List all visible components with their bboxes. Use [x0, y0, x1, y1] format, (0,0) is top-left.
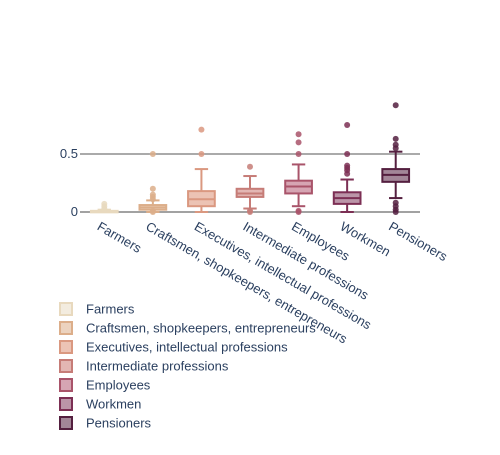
outlier-point — [149, 191, 156, 198]
outlier-point — [295, 131, 302, 138]
outlier-point — [344, 151, 351, 157]
legend[interactable]: Farmers Craftsmen, shopkeepers, entrepren… — [59, 302, 316, 431]
outlier-point — [247, 207, 253, 214]
outlier-point — [247, 163, 253, 170]
box-2[interactable] — [187, 126, 216, 213]
x-tick-label: Farmers — [95, 219, 145, 256]
legend-swatch — [59, 302, 73, 316]
outlier-point — [344, 122, 351, 128]
y-tick-label: 0.5 — [60, 146, 78, 161]
legend-label: Pensioners — [86, 416, 152, 431]
legend-label: Executives, intellectual professions — [86, 340, 288, 355]
outlier-point — [295, 151, 302, 157]
outlier-point — [392, 102, 399, 109]
outlier-point — [101, 200, 108, 207]
legend-item[interactable]: Farmers — [59, 302, 135, 317]
box-0[interactable] — [89, 200, 119, 214]
legend-item[interactable]: Intermediate professions — [59, 359, 229, 374]
legend-item[interactable]: Executives, intellectual professions — [59, 340, 288, 355]
outlier-point — [392, 135, 399, 142]
y-axis-tick-labels: 00.5 — [60, 146, 78, 219]
legend-item[interactable]: Pensioners — [59, 416, 152, 431]
outlier-point — [392, 199, 399, 206]
outlier-point — [198, 151, 205, 157]
legend-label: Intermediate professions — [86, 359, 229, 374]
legend-item[interactable]: Workmen — [59, 397, 141, 412]
legend-item[interactable]: Craftsmen, shopkeepers, entrepreneurs — [59, 321, 316, 336]
y-tick-label: 0 — [71, 204, 78, 219]
box-1[interactable] — [138, 151, 168, 215]
outlier-point — [198, 126, 205, 133]
box-3[interactable] — [235, 163, 265, 215]
legend-swatch — [59, 397, 73, 411]
box-4[interactable] — [284, 131, 313, 215]
legend-label: Workmen — [86, 397, 141, 412]
legend-swatch — [59, 359, 73, 373]
legend-swatch — [59, 340, 73, 354]
x-tick-label: Pensioners — [386, 219, 450, 265]
outlier-point — [149, 207, 156, 214]
legend-item[interactable]: Employees — [59, 378, 151, 393]
outlier-point — [149, 151, 156, 157]
legend-swatch — [59, 378, 73, 392]
outlier-point — [149, 185, 156, 192]
plot-area — [80, 102, 420, 215]
legend-swatch — [59, 321, 73, 335]
outlier-point — [344, 162, 351, 169]
legend-swatch — [59, 416, 73, 430]
legend-label: Craftsmen, shopkeepers, entrepreneurs — [86, 321, 316, 336]
outlier-point — [295, 139, 302, 146]
box-6[interactable] — [381, 102, 411, 215]
legend-label: Farmers — [86, 302, 135, 317]
box-5[interactable] — [332, 122, 362, 213]
outlier-point — [295, 207, 302, 214]
legend-label: Employees — [86, 378, 151, 393]
outlier-point — [392, 141, 399, 148]
